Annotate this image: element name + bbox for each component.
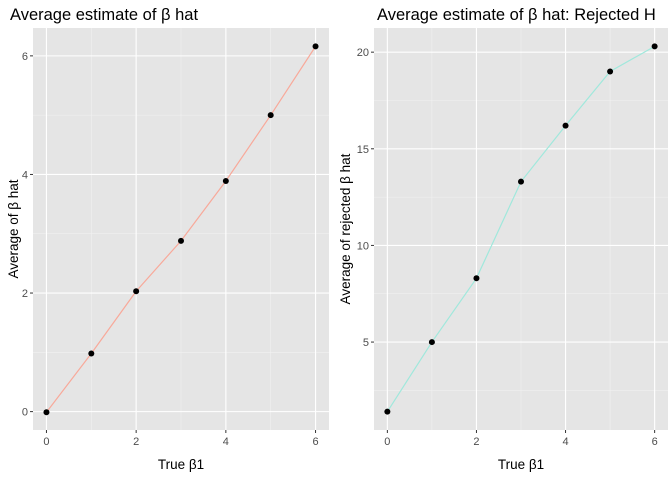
right-chart: 0 2 4 6 5 10 15 20 Average estimate of β hat: Re…: [338, 6, 668, 472]
data-point: [473, 275, 480, 282]
x-axis-label: True β1: [158, 457, 204, 472]
x-tick-label: 6: [652, 436, 658, 448]
data-point: [428, 339, 435, 346]
y-tick-label: 4: [22, 169, 28, 181]
data-point: [562, 122, 569, 129]
data-point: [133, 288, 140, 295]
y-tick-label: 5: [363, 337, 369, 349]
y-tick-label: 20: [357, 47, 369, 59]
y-tick-label: 15: [357, 144, 369, 156]
data-point: [312, 43, 319, 50]
y-tick-label: 2: [22, 288, 28, 300]
data-point: [384, 408, 391, 415]
chart-title: Average estimate of β hat: Rejected H: [377, 6, 656, 24]
y-axis-label: Average of β hat: [6, 179, 21, 278]
x-tick-label: 2: [133, 436, 139, 448]
x-tick-label: 4: [223, 436, 229, 448]
x-tick-label: 0: [43, 436, 49, 448]
x-tick-label: 6: [312, 436, 318, 448]
data-point: [178, 237, 184, 244]
x-axis-label: True β1: [498, 457, 544, 472]
chart-title: Average estimate of β hat: [10, 6, 198, 24]
y-axis-label: Average of rejected β hat: [338, 153, 353, 304]
y-tick-label: 10: [357, 240, 369, 252]
y-tick-label: 6: [22, 51, 28, 63]
data-point: [651, 43, 658, 50]
data-point: [267, 112, 274, 119]
left-chart: 0 2 4 6 0 2 4 6 Average estimate of β hat True β1…: [6, 6, 329, 472]
data-point: [43, 409, 50, 416]
data-point: [88, 350, 95, 357]
x-tick-label: 4: [562, 436, 568, 448]
data-point: [222, 177, 229, 184]
x-tick-label: 0: [384, 436, 390, 448]
y-tick-label: 0: [22, 407, 28, 419]
data-point: [607, 68, 614, 75]
x-tick-label: 2: [473, 436, 479, 448]
data-point: [518, 178, 524, 185]
